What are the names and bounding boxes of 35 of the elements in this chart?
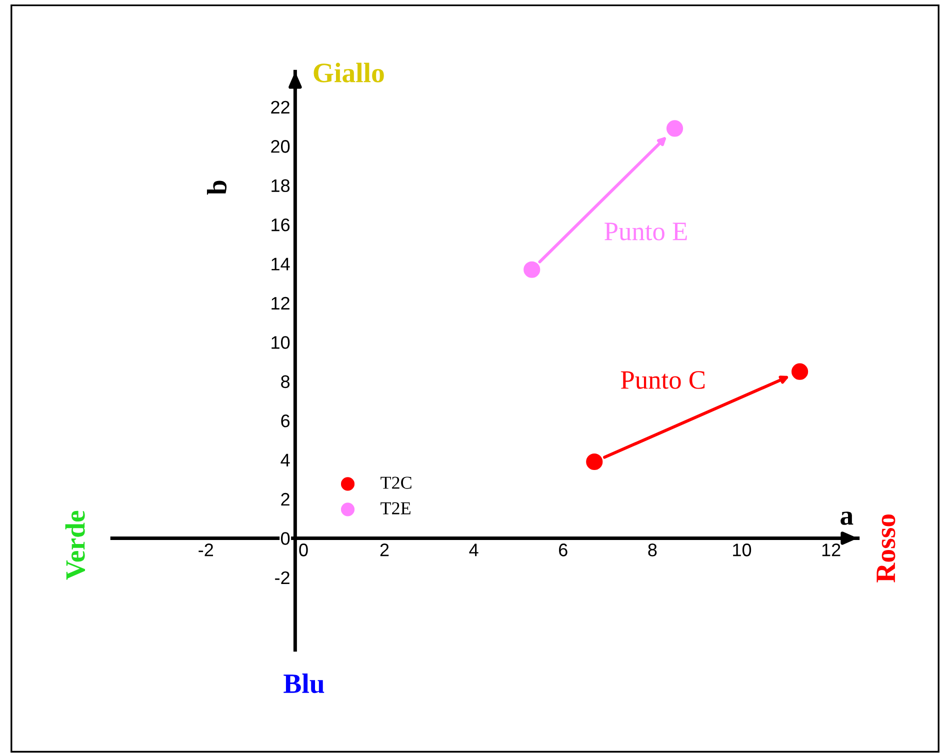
annotation: Punto E <box>604 222 687 240</box>
y-tick-label: 20 <box>271 140 290 153</box>
point <box>666 120 684 137</box>
x-axis-title: a <box>840 512 854 525</box>
legend-label: T2E <box>380 502 410 514</box>
x-tick-label: 8 <box>648 544 657 556</box>
text: Blu <box>284 674 324 694</box>
annotation: Giallo <box>314 62 384 82</box>
point <box>586 453 603 470</box>
legend-label: T2C <box>380 476 412 489</box>
y-tick-label: 8 <box>281 375 290 388</box>
point <box>524 261 540 278</box>
y-tick-label: 14 <box>272 258 290 270</box>
y-tick-label: 12 <box>272 296 290 310</box>
text: Rosso <box>876 514 896 582</box>
y-tick-label: -2 <box>275 571 290 584</box>
y-tick-label: 22 <box>271 100 290 114</box>
point <box>791 363 808 380</box>
y-axis-title: b <box>206 180 227 195</box>
y-tick-label: 18 <box>272 179 290 192</box>
y-tick-label: 16 <box>272 218 290 232</box>
x-tick-label: 10 <box>733 544 752 556</box>
y-tick-label: 2 <box>281 492 290 506</box>
text: Verde <box>65 510 85 580</box>
x-tick-label: 6 <box>559 544 568 556</box>
x-tick-label: 12 <box>822 544 840 556</box>
y-tick-label: 10 <box>272 336 290 349</box>
x-tick-label: 4 <box>469 544 478 556</box>
annotation: Punto C <box>620 371 705 389</box>
x-tick-label: -2 <box>198 544 213 556</box>
y-tick-label: 6 <box>281 414 290 428</box>
x-tick-label: 0 <box>299 544 308 556</box>
y-tick-label: 0 <box>280 532 290 545</box>
y-tick-label: 4 <box>280 454 290 466</box>
x-tick-label: 2 <box>380 544 389 556</box>
